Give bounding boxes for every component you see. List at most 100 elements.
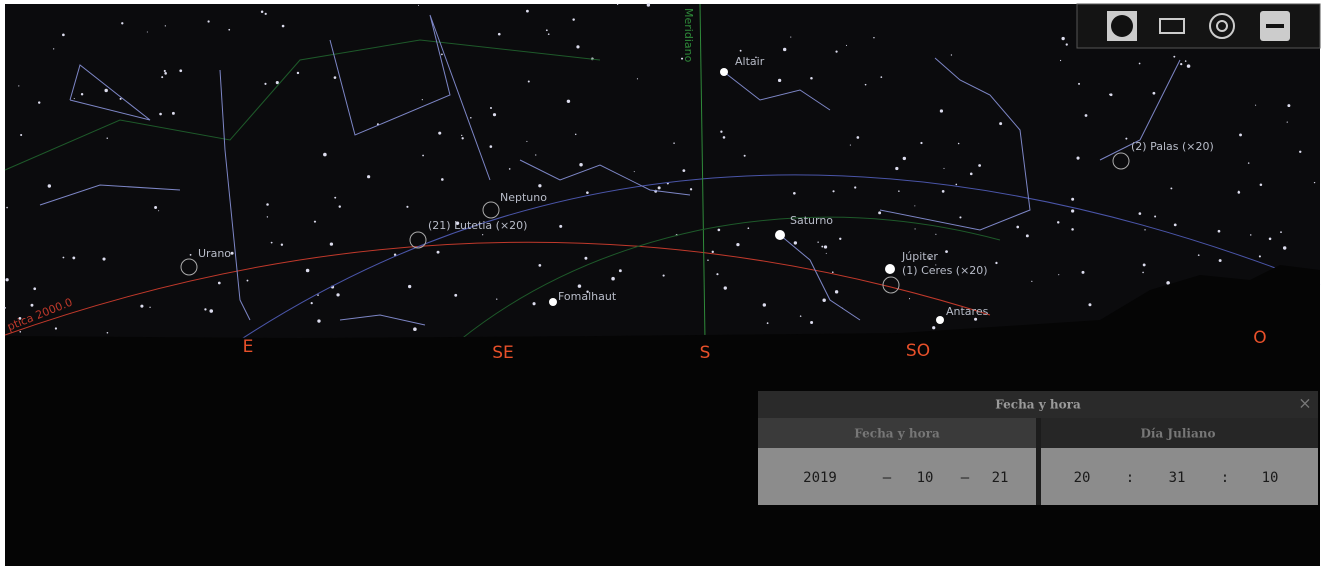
meridian-line xyxy=(699,3,706,341)
star xyxy=(636,78,639,80)
star xyxy=(766,322,769,325)
star xyxy=(140,304,144,308)
star xyxy=(489,145,493,148)
star xyxy=(689,188,693,191)
constellation-lines xyxy=(39,14,1181,326)
star xyxy=(1025,234,1029,238)
day-field[interactable]: 21 xyxy=(992,470,1009,486)
star xyxy=(908,298,911,300)
star xyxy=(1180,63,1183,66)
star xyxy=(323,152,327,157)
star xyxy=(149,306,151,308)
hour-field[interactable]: 20 xyxy=(1074,470,1091,486)
star xyxy=(164,72,167,75)
star xyxy=(854,186,857,189)
star xyxy=(1138,212,1142,215)
star xyxy=(943,167,945,169)
tab[interactable] xyxy=(758,418,1036,448)
star xyxy=(576,45,580,49)
star xyxy=(856,136,860,139)
star xyxy=(1142,263,1146,267)
month-field[interactable]: 10 xyxy=(917,470,934,486)
object-label[interactable]: Neptuno xyxy=(500,191,547,204)
cardinal: SE xyxy=(492,343,514,363)
star xyxy=(1218,259,1222,263)
star xyxy=(1057,221,1060,224)
star xyxy=(161,76,164,79)
object-label[interactable]: Urano xyxy=(198,247,231,260)
star xyxy=(999,122,1003,126)
object-label[interactable]: (21) Lutetia (×20) xyxy=(428,219,527,232)
star xyxy=(817,241,819,243)
star xyxy=(945,250,948,253)
star xyxy=(577,284,582,288)
star xyxy=(532,302,536,306)
star xyxy=(579,162,583,167)
star xyxy=(535,154,537,156)
star xyxy=(158,210,160,212)
star xyxy=(275,81,279,85)
star xyxy=(935,264,937,266)
star xyxy=(62,256,65,259)
star xyxy=(1186,64,1191,68)
star xyxy=(508,168,511,170)
star xyxy=(336,293,340,297)
star xyxy=(1184,60,1187,62)
star xyxy=(393,253,397,257)
object-label[interactable]: (2) Palas (×20) xyxy=(1131,140,1214,153)
star xyxy=(711,250,714,254)
separator: – xyxy=(883,470,892,486)
star xyxy=(1058,274,1060,276)
minute-field[interactable]: 31 xyxy=(1169,470,1186,486)
object-label[interactable]: Altair xyxy=(735,55,765,68)
star xyxy=(1152,91,1156,95)
star xyxy=(527,80,530,83)
object-label[interactable]: (1) Ceres (×20) xyxy=(902,264,988,277)
second-field[interactable]: 10 xyxy=(1262,470,1279,486)
icon-button[interactable] xyxy=(1111,15,1133,37)
star xyxy=(755,56,757,59)
object-label[interactable]: Fomalhaut xyxy=(558,290,617,303)
star xyxy=(616,3,619,6)
star xyxy=(305,268,310,273)
star xyxy=(19,331,22,333)
star xyxy=(821,245,824,248)
close-button[interactable]: × xyxy=(1298,394,1311,413)
star xyxy=(538,184,542,188)
star xyxy=(898,190,900,192)
tab-label[interactable]: Día Juliano xyxy=(1141,427,1216,441)
star xyxy=(810,321,814,325)
object-label[interactable]: Júpiter xyxy=(901,250,938,263)
star xyxy=(974,317,978,321)
star xyxy=(1065,43,1068,46)
star xyxy=(572,18,575,21)
star xyxy=(246,279,249,282)
star xyxy=(1138,62,1141,65)
star xyxy=(743,154,746,157)
planet-markers xyxy=(180,152,1130,294)
star xyxy=(955,183,958,186)
star xyxy=(1247,162,1250,164)
tab-label[interactable]: Fecha y hora xyxy=(854,427,940,441)
star xyxy=(657,186,661,190)
tab[interactable] xyxy=(1041,418,1318,448)
star xyxy=(920,141,923,145)
star xyxy=(957,142,960,145)
boundaries xyxy=(4,39,1001,341)
year-field[interactable]: 2019 xyxy=(803,470,837,486)
toolbar xyxy=(1076,3,1321,49)
star xyxy=(720,130,723,133)
star xyxy=(310,302,313,305)
star xyxy=(1258,255,1261,258)
object-label[interactable]: Saturno xyxy=(790,214,833,227)
icon-button[interactable] xyxy=(1209,13,1235,39)
icon-button[interactable] xyxy=(1159,18,1185,34)
star xyxy=(338,205,341,208)
star xyxy=(436,250,440,254)
object-label[interactable]: Antares xyxy=(946,305,989,318)
grid xyxy=(4,3,1321,341)
star xyxy=(470,116,472,119)
star xyxy=(53,48,55,50)
star xyxy=(1071,228,1074,231)
star xyxy=(914,228,916,230)
